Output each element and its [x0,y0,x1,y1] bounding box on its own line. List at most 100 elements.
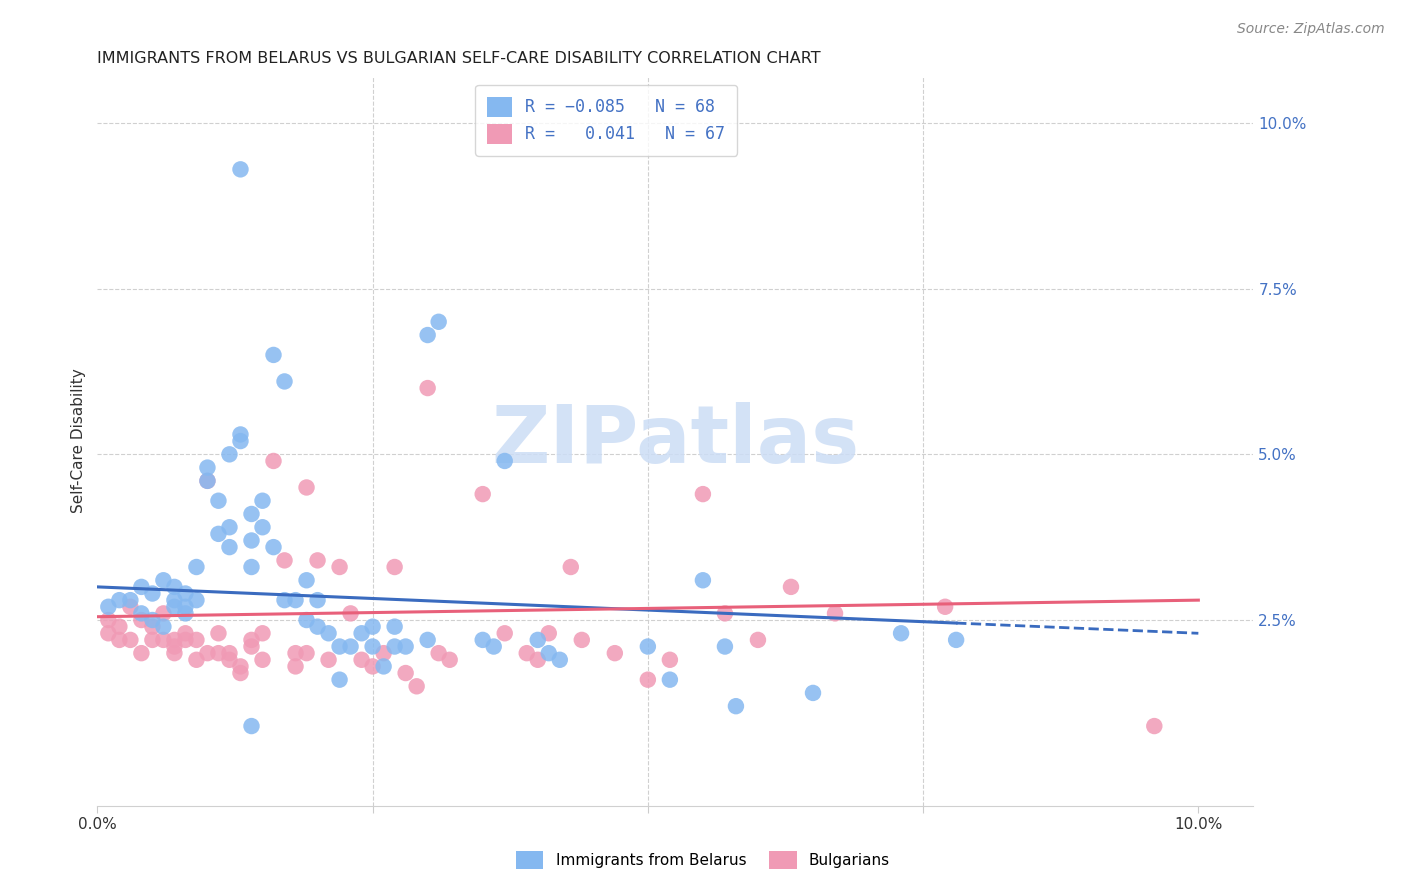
Point [318,626,340,640]
Point [658,673,681,687]
Point [658,653,681,667]
Point [747,632,769,647]
Point [350,653,373,667]
Point [229,434,252,448]
Point [295,480,318,494]
Text: ZIPatlas: ZIPatlas [491,402,859,480]
Point [934,599,956,614]
Point [516,646,538,660]
Point [152,620,174,634]
Point [824,607,846,621]
Point [526,632,548,647]
Point [284,593,307,607]
Point [120,593,142,607]
Point [416,632,439,647]
Point [174,586,197,600]
Point [120,632,142,647]
Point [329,640,352,654]
Point [692,487,714,501]
Point [1143,719,1166,733]
Point [724,699,747,714]
Point [240,507,263,521]
Point [295,613,318,627]
Point [131,580,153,594]
Point [197,460,219,475]
Point [307,593,329,607]
Point [174,632,197,647]
Point [361,640,384,654]
Point [284,659,307,673]
Point [471,487,494,501]
Point [163,599,186,614]
Point [416,381,439,395]
Point [780,580,803,594]
Point [207,646,229,660]
Point [471,632,494,647]
Point [252,520,274,534]
Point [571,632,593,647]
Point [197,474,219,488]
Point [108,632,131,647]
Legend: R = −0.085   N = 68, R =   0.041   N = 67: R = −0.085 N = 68, R = 0.041 N = 67 [475,85,737,155]
Point [373,646,395,660]
Text: Source: ZipAtlas.com: Source: ZipAtlas.com [1237,22,1385,37]
Point [97,613,120,627]
Point [163,646,186,660]
Point [163,593,186,607]
Point [603,646,626,660]
Point [284,646,307,660]
Point [395,640,418,654]
Point [207,527,229,541]
Point [186,632,208,647]
Point [186,653,208,667]
Point [318,653,340,667]
Point [329,673,352,687]
Point [108,620,131,634]
Point [537,626,560,640]
Point [174,626,197,640]
Point [263,540,285,554]
Point [714,607,737,621]
Point [174,599,197,614]
Point [537,646,560,660]
Legend: Immigrants from Belarus, Bulgarians: Immigrants from Belarus, Bulgarians [510,845,896,875]
Point [295,646,318,660]
Point [482,640,505,654]
Text: IMMIGRANTS FROM BELARUS VS BULGARIAN SELF-CARE DISABILITY CORRELATION CHART: IMMIGRANTS FROM BELARUS VS BULGARIAN SEL… [97,51,821,66]
Point [131,646,153,660]
Point [945,632,967,647]
Point [350,626,373,640]
Point [229,427,252,442]
Point [395,666,418,681]
Point [207,626,229,640]
Point [163,632,186,647]
Point [218,447,240,461]
Point [141,632,163,647]
Point [252,653,274,667]
Point [714,640,737,654]
Point [97,599,120,614]
Point [361,620,384,634]
Point [801,686,824,700]
Point [207,493,229,508]
Point [329,560,352,574]
Point [197,474,219,488]
Point [152,574,174,588]
Point [384,640,406,654]
Point [890,626,912,640]
Point [163,580,186,594]
Point [240,632,263,647]
Point [218,653,240,667]
Point [240,719,263,733]
Point [307,553,329,567]
Point [273,593,295,607]
Point [637,640,659,654]
Point [229,162,252,177]
Point [416,328,439,343]
Point [548,653,571,667]
Point [218,540,240,554]
Point [229,666,252,681]
Point [163,640,186,654]
Point [373,659,395,673]
Point [174,607,197,621]
